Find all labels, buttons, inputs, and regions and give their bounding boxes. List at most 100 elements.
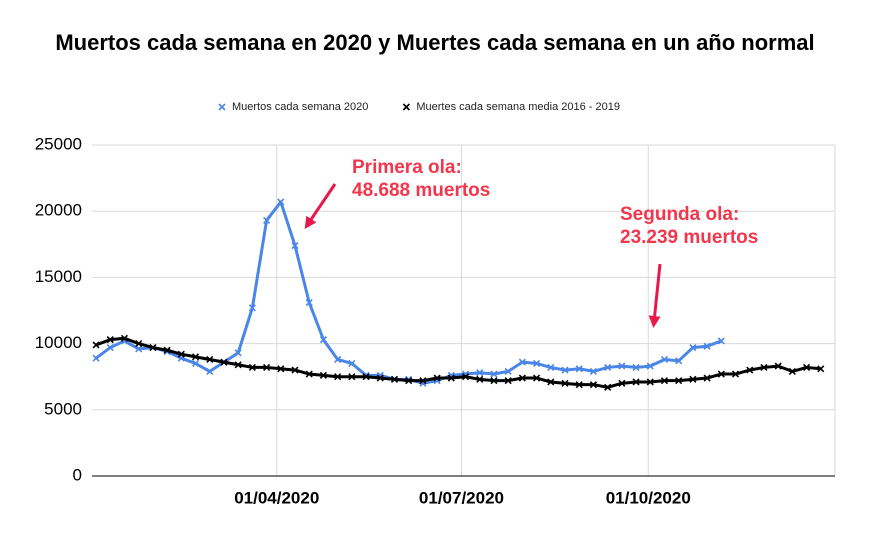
- point-marker: [405, 377, 413, 385]
- point-marker: [234, 349, 242, 357]
- point-marker: [191, 353, 200, 361]
- point-marker: [632, 363, 640, 371]
- point-marker: [433, 374, 441, 382]
- point-marker: [248, 363, 256, 371]
- point-marker: [717, 370, 725, 378]
- point-marker: [618, 362, 626, 370]
- point-marker: [92, 341, 100, 349]
- point-marker: [660, 377, 669, 385]
- point-marker: [533, 374, 541, 382]
- point-marker: [120, 334, 129, 342]
- point-marker: [561, 366, 569, 374]
- point-marker: [334, 355, 342, 364]
- point-marker: [291, 242, 299, 250]
- point-marker: [419, 377, 427, 385]
- point-marker: [604, 383, 612, 391]
- point-marker: [547, 378, 555, 386]
- point-marker: [604, 363, 612, 371]
- point-marker: [788, 367, 796, 375]
- point-marker: [476, 375, 484, 383]
- point-marker: [490, 370, 498, 378]
- point-marker: [447, 374, 455, 382]
- point-marker: [305, 370, 313, 378]
- point-marker: [163, 346, 171, 354]
- point-marker: [817, 365, 825, 373]
- annotation-arrow: [648, 263, 662, 328]
- x-tick-label: 01/10/2020: [606, 488, 691, 507]
- point-marker: [177, 350, 185, 358]
- annotation: 48.688 muertos: [352, 180, 490, 201]
- point-marker: [575, 381, 583, 389]
- point-marker: [234, 361, 242, 369]
- point-marker: [334, 373, 342, 381]
- annotation: 23.239 muertos: [620, 227, 758, 248]
- annotation: Segunda ola:: [620, 204, 739, 225]
- point-marker: [689, 375, 697, 383]
- point-marker: [504, 377, 512, 385]
- point-marker: [149, 344, 157, 352]
- point-marker: [277, 198, 285, 206]
- point-marker: [106, 344, 114, 352]
- y-tick-label: 25000: [35, 134, 82, 153]
- y-tick-label: 0: [73, 465, 82, 484]
- point-marker: [92, 354, 100, 362]
- point-marker: [760, 363, 768, 371]
- point-marker: [135, 340, 143, 348]
- x-tick-label: 01/07/2020: [419, 488, 504, 507]
- point-marker: [362, 373, 370, 381]
- y-tick-label: 5000: [44, 399, 82, 418]
- point-marker: [518, 358, 526, 366]
- point-marker: [675, 377, 683, 385]
- chart-title: Muertos cada semana en 2020 y Muertes ca…: [55, 30, 815, 55]
- point-marker: [305, 298, 313, 307]
- point-marker: [689, 344, 697, 352]
- point-marker: [206, 367, 214, 375]
- point-marker: [376, 374, 384, 382]
- point-marker: [746, 366, 754, 374]
- point-marker: [191, 359, 200, 368]
- point-marker: [632, 378, 640, 386]
- point-marker: [504, 367, 512, 375]
- point-marker: [533, 359, 541, 368]
- annotation-arrow: [304, 183, 337, 229]
- point-marker: [703, 374, 711, 382]
- point-marker: [703, 342, 711, 350]
- point-marker: [277, 365, 285, 373]
- point-marker: [774, 362, 782, 370]
- legend-marker: [218, 103, 226, 111]
- legend-label: Muertes cada semana media 2016 - 2019: [416, 101, 620, 113]
- point-marker: [220, 358, 228, 366]
- point-marker: [618, 379, 626, 387]
- point-marker: [291, 366, 299, 374]
- point-marker: [561, 379, 569, 387]
- y-tick-label: 15000: [35, 267, 82, 286]
- point-marker: [476, 369, 484, 377]
- x-tick-label: 01/04/2020: [234, 488, 319, 507]
- point-marker: [675, 357, 683, 365]
- point-marker: [717, 337, 725, 345]
- point-marker: [390, 375, 399, 383]
- point-marker: [263, 363, 271, 371]
- point-marker: [206, 355, 214, 364]
- legend-label: Muertos cada semana 2020: [232, 101, 368, 113]
- point-marker: [490, 377, 498, 385]
- point-marker: [461, 373, 470, 381]
- series-line: [95, 336, 821, 389]
- annotation: Primera ola:: [352, 157, 462, 178]
- point-marker: [319, 336, 327, 344]
- y-tick-label: 10000: [35, 333, 82, 352]
- point-marker: [803, 363, 811, 371]
- point-marker: [575, 365, 583, 373]
- point-marker: [348, 359, 356, 368]
- point-marker: [589, 381, 597, 389]
- point-marker: [319, 371, 327, 379]
- legend-marker: [402, 103, 410, 111]
- point-marker: [248, 304, 256, 312]
- point-marker: [589, 367, 597, 375]
- point-marker: [547, 363, 555, 371]
- y-tick-label: 20000: [35, 201, 82, 220]
- point-marker: [106, 336, 114, 344]
- point-marker: [348, 373, 356, 381]
